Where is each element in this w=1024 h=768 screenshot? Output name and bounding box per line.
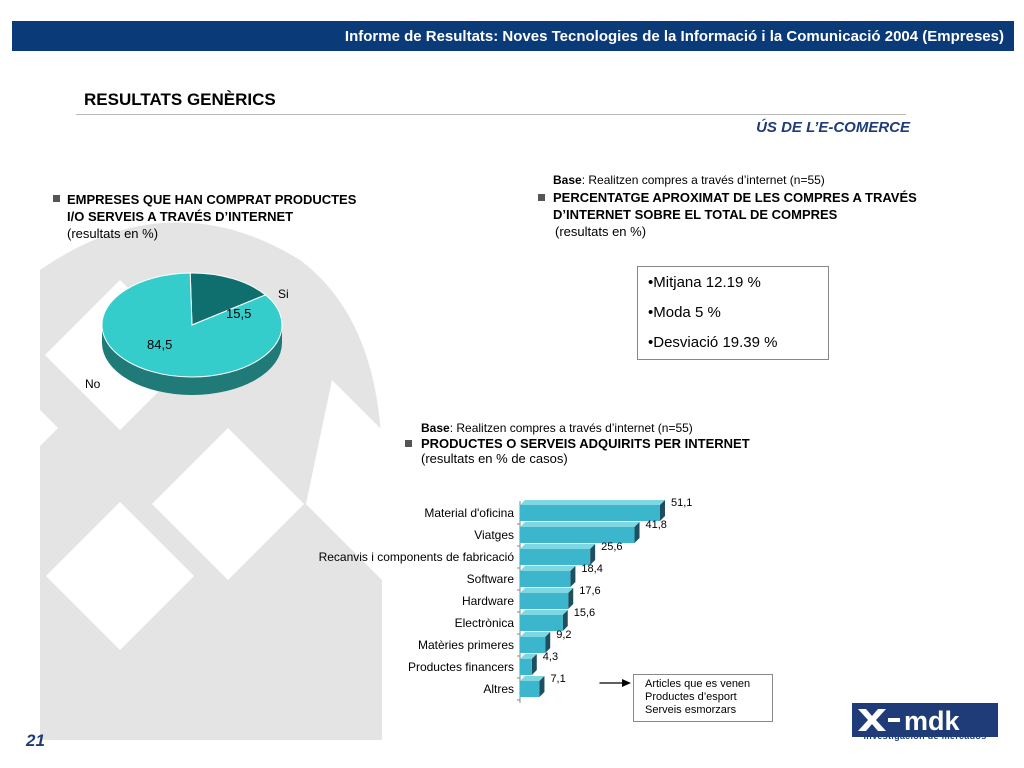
bar-side <box>568 588 574 609</box>
bar-category-label: Hardware <box>461 594 514 608</box>
annotation-line2: Productes d’esport <box>645 691 737 703</box>
svg-text:mdk: mdk <box>904 706 961 736</box>
stat-std: •Desviació 19.39 % <box>648 334 778 351</box>
bar-value-label: 51,1 <box>671 497 693 509</box>
base-note-top: Base: Realitzen compres a través d’inter… <box>553 173 825 187</box>
bar-chart-title: PRODUCTES O SERVEIS ADQUIRITS PER INTERN… <box>421 436 750 451</box>
bar-top <box>520 500 665 505</box>
pie-note: (resultats en %) <box>67 226 159 241</box>
stat-mode: •Moda 5 % <box>648 304 721 321</box>
bar-value-label: 25,6 <box>601 541 623 553</box>
bar-value-label: 18,4 <box>581 563 603 575</box>
bar <box>520 637 546 653</box>
bar-side <box>545 632 551 653</box>
report-title: Informe de Resultats: Noves Tecnologies … <box>344 27 1004 45</box>
bar-top <box>520 610 568 615</box>
bar-category-label: Recanvis i components de fabricació <box>318 550 514 564</box>
mdk-logo: mdk <box>852 703 998 737</box>
divider <box>76 114 906 115</box>
section-subtitle: ÚS DE L’E-COMERCE <box>756 119 910 136</box>
bullet-square-icon <box>538 194 545 201</box>
bar-chart-note: (resultats en % de casos) <box>421 451 568 466</box>
section-title: RESULTATS GENÈRICS <box>84 90 276 109</box>
base-text-bottom: : Realitzen compres a través d’internet … <box>449 421 693 435</box>
bar-side <box>562 610 568 631</box>
pie-value-si: 15,5 <box>226 306 252 321</box>
bar <box>520 659 532 675</box>
logo-subtitle: investigación de mercados <box>863 731 987 741</box>
bar-category-label: Material d'oficina <box>424 506 514 520</box>
base-bold-top: Base <box>553 173 582 187</box>
bar-top <box>520 654 537 659</box>
pie-value-no: 84,5 <box>147 337 173 352</box>
pie-slice-si <box>189 272 267 326</box>
bar-value-label: 9,2 <box>556 629 572 641</box>
bullet-square-icon <box>405 440 412 447</box>
stats-title-line1: PERCENTATGE APROXIMAT DE LES COMPRES A T… <box>553 190 917 205</box>
bar-top <box>520 588 574 593</box>
pie-side <box>102 325 282 395</box>
pie-title-line2: I/O SERVEIS A TRAVÉS D’INTERNET <box>67 209 294 224</box>
bar-category-label: Productes financers <box>407 660 514 674</box>
bar <box>520 549 591 565</box>
bar-top <box>520 566 576 571</box>
bar-value-label: 7,1 <box>550 673 566 685</box>
bar <box>520 615 563 631</box>
base-bold-bottom: Base <box>421 421 450 435</box>
bar-side <box>539 676 545 697</box>
bar-side <box>531 654 537 675</box>
page-number: 21 <box>26 731 45 750</box>
pie-title-line1: EMPRESES QUE HAN COMPRAT PRODUCTES <box>67 192 357 207</box>
bar-side <box>660 500 665 521</box>
bar-value-label: 15,6 <box>573 607 596 619</box>
bar <box>520 527 635 543</box>
bar-top <box>520 522 640 527</box>
stat-mean: •Mitjana 12.19 % <box>648 274 761 291</box>
annotation-line1: Articles que es venen <box>645 678 751 690</box>
bar-category-label: Electrònica <box>454 616 514 630</box>
bar <box>520 681 540 697</box>
pie-category-si: Si <box>278 287 289 301</box>
stats-note: (resultats en %) <box>555 224 647 239</box>
bar-category-label: Matèries primeres <box>417 638 514 652</box>
header-bar: Informe de Resultats: Noves Tecnologies … <box>12 21 1014 51</box>
bar-category-label: Software <box>466 572 514 586</box>
bar-top <box>520 632 551 637</box>
bar-value-label: 41,8 <box>645 519 667 531</box>
pie-chart-title: EMPRESES QUE HAN COMPRAT PRODUCTES I/O S… <box>67 191 356 225</box>
bar <box>520 505 660 521</box>
annotation-line3: Serveis esmorzars <box>645 704 737 716</box>
bar-side <box>590 544 596 565</box>
bar-value-label: 17,6 <box>579 585 601 597</box>
pie-slice-no <box>101 272 283 378</box>
bar <box>520 571 571 587</box>
bar-side <box>634 522 640 543</box>
stats-title-line2: D’INTERNET SOBRE EL TOTAL DE COMPRES <box>553 207 838 222</box>
stats-title: PERCENTATGE APROXIMAT DE LES COMPRES A T… <box>553 189 917 223</box>
bar-top <box>520 544 596 549</box>
bar-category-label: Viatges <box>474 528 514 542</box>
base-text-top: : Realitzen compres a través d’internet … <box>581 173 825 187</box>
annotation-box: Articles que es venen Productes d’esport… <box>633 674 773 722</box>
base-note-bottom: Base: Realitzen compres a través d’inter… <box>421 421 693 435</box>
pie-category-no: No <box>85 377 101 391</box>
bar-value-label: 4,3 <box>542 651 559 663</box>
bar-category-label: Altres <box>483 682 514 696</box>
bar-top <box>520 676 545 681</box>
bar-side <box>570 566 576 587</box>
stats-box: •Mitjana 12.19 % •Moda 5 % •Desviació 19… <box>637 266 829 360</box>
arrow-head-icon <box>622 679 631 687</box>
bullet-square-icon <box>53 195 60 202</box>
bar <box>520 593 569 609</box>
